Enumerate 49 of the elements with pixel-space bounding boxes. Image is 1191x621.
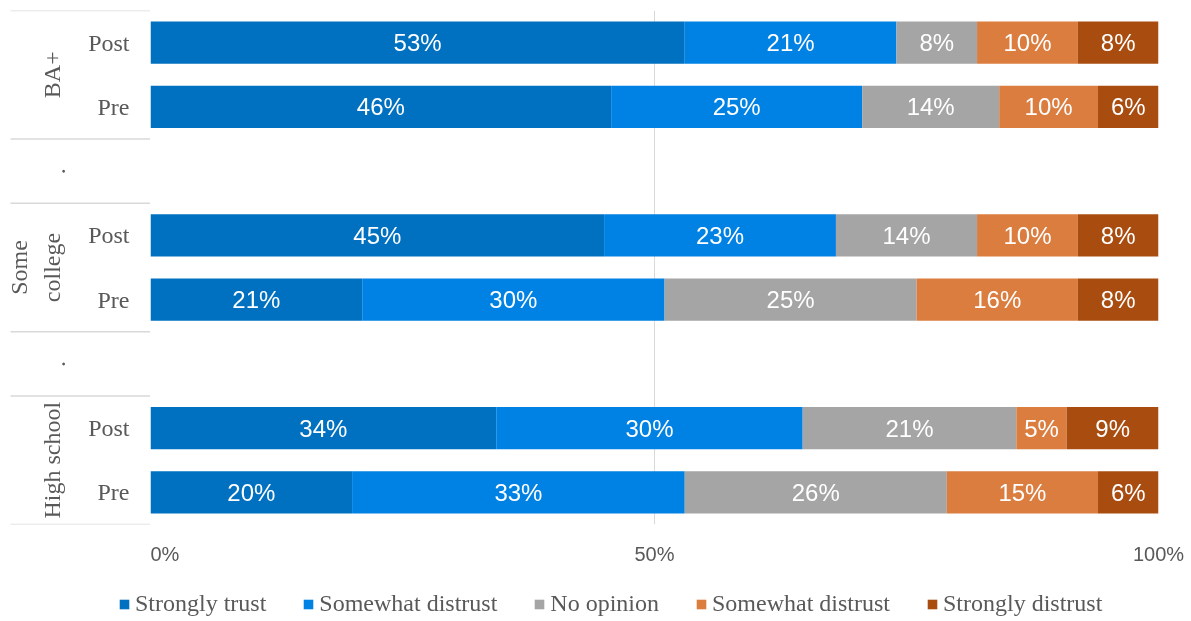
y-tick-label: Post bbox=[88, 29, 130, 56]
data-label: 6% bbox=[1110, 478, 1146, 506]
data-label: 14% bbox=[882, 221, 931, 249]
y-tick-label: Post bbox=[88, 222, 130, 249]
data-label: 20% bbox=[227, 478, 276, 506]
data-label: 10% bbox=[1024, 93, 1073, 121]
y-tick-label: Post bbox=[88, 415, 130, 442]
legend-label: Somewhat distrust bbox=[319, 590, 498, 617]
data-label: 16% bbox=[973, 286, 1022, 314]
data-label: 25% bbox=[712, 93, 761, 121]
data-label: 25% bbox=[766, 286, 815, 314]
data-label: 53% bbox=[393, 29, 442, 57]
data-label: 10% bbox=[1003, 221, 1052, 249]
x-tick-label: 50% bbox=[634, 542, 675, 565]
legend-label: Strongly distrust bbox=[943, 590, 1103, 617]
x-tick-label: 0% bbox=[150, 542, 180, 565]
data-label: 9% bbox=[1095, 414, 1130, 442]
legend-label: Somewhat distrust bbox=[712, 590, 891, 617]
y-tick-label: Pre bbox=[97, 93, 130, 120]
data-label: 8% bbox=[1100, 286, 1136, 314]
data-label: 10% bbox=[1003, 29, 1052, 57]
data-label: 21% bbox=[232, 286, 281, 314]
data-label: 33% bbox=[494, 478, 543, 506]
data-label: 30% bbox=[489, 286, 538, 314]
data-label: 8% bbox=[1100, 29, 1136, 57]
legend-label: Strongly trust bbox=[135, 590, 267, 617]
text: High school bbox=[38, 401, 65, 519]
data-label: 21% bbox=[766, 29, 815, 57]
text: BA+ bbox=[38, 51, 65, 99]
data-label: 23% bbox=[696, 221, 745, 249]
legend-label: No opinion bbox=[550, 590, 660, 617]
text: . bbox=[43, 168, 70, 175]
data-label: 8% bbox=[919, 29, 955, 57]
y-tick-label: Pre bbox=[97, 286, 130, 313]
x-tick-label: 100% bbox=[1132, 542, 1185, 565]
data-label: 8% bbox=[1100, 221, 1136, 249]
data-label: 34% bbox=[299, 414, 348, 442]
data-label: 6% bbox=[1110, 93, 1146, 121]
data-label: 46% bbox=[356, 93, 405, 121]
data-label: 30% bbox=[625, 414, 674, 442]
y-tick-label: Pre bbox=[97, 479, 130, 506]
data-label: 5% bbox=[1024, 414, 1059, 442]
data-label: 26% bbox=[791, 478, 840, 506]
text: Some college bbox=[6, 232, 65, 303]
data-label: 14% bbox=[906, 93, 955, 121]
data-label: 15% bbox=[998, 478, 1047, 506]
text: . bbox=[43, 360, 70, 367]
data-label: 21% bbox=[885, 414, 934, 442]
data-label: 45% bbox=[353, 221, 402, 249]
